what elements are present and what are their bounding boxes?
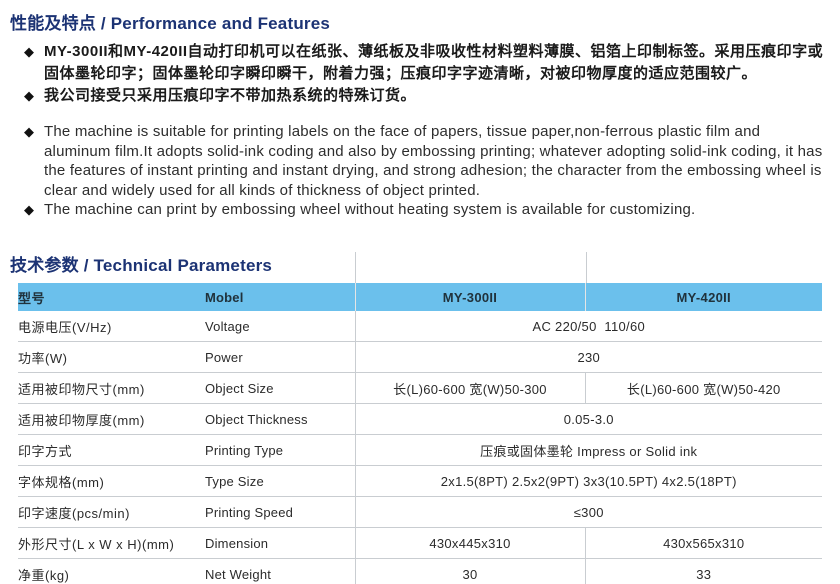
- param-value: 0.05-3.0: [354, 403, 822, 435]
- param-row-object-size: 适用被印物尺寸(mm) Object Size 长(L)60-600 宽(W)5…: [18, 372, 822, 404]
- param-label-en: Object Thickness: [205, 403, 355, 435]
- param-label-en: Power: [205, 341, 355, 373]
- param-row-type-size: 字体规格(mm) Type Size 2x1.5(8PT) 2.5x2(9PT)…: [18, 465, 822, 497]
- param-label-en: Object Size: [205, 372, 355, 404]
- param-value-model1: 长(L)60-600 宽(W)50-300: [354, 372, 585, 404]
- param-label-cn: 功率(W): [18, 341, 205, 373]
- param-label-cn: 印字方式: [18, 434, 205, 466]
- feature-item: ◆ MY-300II和MY-420II自动打印机可以在纸张、薄纸板及非吸收性材料…: [24, 41, 826, 85]
- diamond-bullet-icon: ◆: [24, 124, 35, 139]
- feature-text-en: The machine can print by embossing wheel…: [44, 201, 696, 218]
- param-label-cn: 外形尺寸(L x W x H)(mm): [18, 527, 205, 559]
- diamond-bullet-icon: ◆: [24, 202, 35, 217]
- param-value: ≤300: [354, 496, 822, 528]
- param-value-model2: 长(L)60-600 宽(W)50-420: [584, 372, 822, 404]
- column-divider-line: [586, 252, 587, 283]
- param-row-printing-type: 印字方式 Printing Type 压痕或固体墨轮 Impress or So…: [18, 434, 822, 466]
- feature-text-en: The machine is suitable for printing lab…: [44, 123, 823, 199]
- param-label-cn: 电源电压(V/Hz): [18, 311, 205, 342]
- header-model2: MY-420II: [584, 283, 822, 311]
- param-row-dimension: 外形尺寸(L x W x H)(mm) Dimension 430x445x31…: [18, 527, 822, 559]
- param-label-en: Printing Type: [205, 434, 355, 466]
- param-value-model2: 430x565x310: [584, 527, 822, 559]
- param-label-cn: 适用被印物厚度(mm): [18, 403, 205, 435]
- param-label-en: Printing Speed: [205, 496, 355, 528]
- feature-text-cn: 我公司接受只采用压痕印字不带加热系统的特殊订货。: [44, 87, 417, 104]
- param-label-en: Type Size: [205, 465, 355, 497]
- param-value-model1: 430x445x310: [354, 527, 585, 559]
- table-header-row: 型号 Mobel MY-300II MY-420II: [18, 283, 822, 311]
- column-divider-line: [355, 252, 356, 283]
- diamond-bullet-icon: ◆: [24, 88, 35, 103]
- feature-text-cn: MY-300II和MY-420II自动打印机可以在纸张、薄纸板及非吸收性材料塑料…: [44, 43, 824, 82]
- param-label-en: Voltage: [205, 311, 355, 342]
- param-value: 压痕或固体墨轮 Impress or Solid ink: [354, 434, 822, 466]
- param-row-object-thickness: 适用被印物厚度(mm) Object Thickness 0.05-3.0: [18, 403, 822, 435]
- diamond-bullet-icon: ◆: [24, 44, 35, 59]
- param-row-voltage: 电源电压(V/Hz) Voltage AC 220/50 110/60: [18, 311, 822, 342]
- feature-item: ◆ The machine is suitable for printing l…: [24, 122, 828, 200]
- param-label-cn: 印字速度(pcs/min): [18, 496, 205, 528]
- param-value: 2x1.5(8PT) 2.5x2(9PT) 3x3(10.5PT) 4x2.5(…: [354, 465, 822, 497]
- param-label-cn: 适用被印物尺寸(mm): [18, 372, 205, 404]
- param-value: 230: [354, 341, 822, 373]
- header-model1: MY-300II: [354, 283, 585, 311]
- param-label-en: Dimension: [205, 527, 355, 559]
- param-label-cn: 字体规格(mm): [18, 465, 205, 497]
- feature-item: ◆ 我公司接受只采用压痕印字不带加热系统的特殊订货。: [24, 85, 826, 107]
- feature-list-chinese: ◆ MY-300II和MY-420II自动打印机可以在纸张、薄纸板及非吸收性材料…: [24, 41, 826, 107]
- param-row-net-weight: 净重(kg) Net Weight 30 33: [18, 558, 822, 584]
- param-row-printing-speed: 印字速度(pcs/min) Printing Speed ≤300: [18, 496, 822, 528]
- parameters-section-title: 技术参数 / Technical Parameters: [10, 256, 273, 275]
- param-value: AC 220/50 110/60: [354, 311, 822, 342]
- param-row-power: 功率(W) Power 230: [18, 341, 822, 373]
- header-model-cn: 型号: [18, 283, 205, 311]
- param-label-en: Net Weight: [205, 566, 272, 582]
- feature-item: ◆ The machine can print by embossing whe…: [24, 200, 828, 220]
- header-model-en: Mobel: [205, 283, 355, 311]
- performance-section-title: 性能及特点 / Performance and Features: [10, 14, 331, 33]
- param-value-model1: 30: [354, 558, 585, 584]
- technical-parameters-table: 型号 Mobel MY-300II MY-420II 电源电压(V/Hz) Vo…: [18, 283, 822, 584]
- param-value-model2: 33: [584, 558, 822, 584]
- feature-list-english: ◆ The machine is suitable for printing l…: [24, 122, 828, 220]
- param-label-cn: 净重(kg): [18, 567, 70, 583]
